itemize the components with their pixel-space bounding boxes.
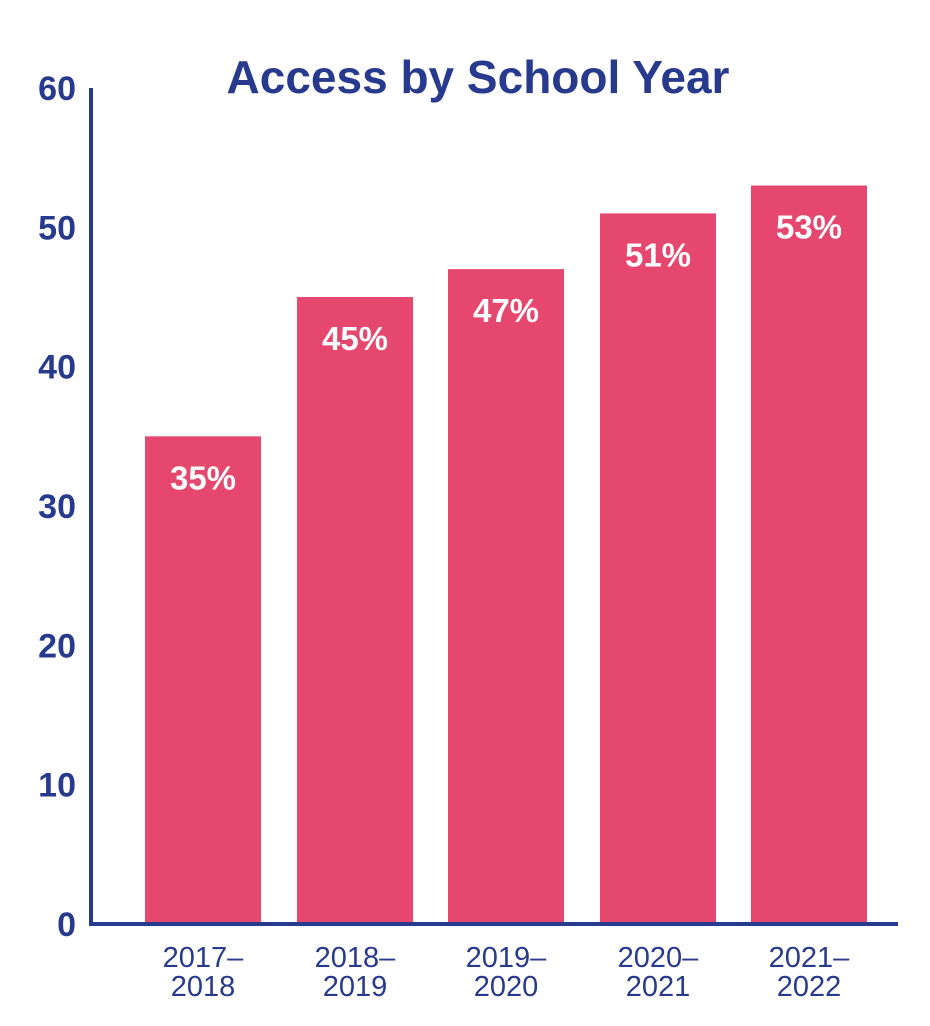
y-tick-label: 0 [57,906,76,944]
x-tick-label-line: 2018 [171,971,236,1003]
bar [600,213,716,924]
x-tick-label-line: 2020 [474,971,539,1003]
x-axis-tick-labels: 2017–20182018–20192019–20202020–20212021… [163,942,851,1003]
bar [448,269,564,925]
x-tick-label-line: 2020– [618,942,700,974]
x-tick-label-line: 2019 [323,971,388,1003]
x-tick-label: 2020–2021 [618,942,700,1003]
x-tick-label: 2019–2020 [466,942,548,1003]
y-tick-label: 10 [38,767,76,805]
bar-value-label: 47% [473,292,539,329]
x-tick-label-line: 2021– [769,942,851,974]
y-tick-label: 50 [38,209,76,247]
chart-title: Access by School Year [227,51,730,103]
bar [297,297,413,924]
bar-value-label: 51% [625,236,691,273]
bar [145,436,261,924]
x-tick-label-line: 2022 [777,971,842,1003]
x-tick-label-line: 2017– [163,942,245,974]
x-tick-label-line: 2019– [466,942,548,974]
x-tick-label: 2018–2019 [315,942,397,1003]
y-tick-label: 40 [38,349,76,387]
bar-value-labels: 35% 45% 47% 51% 53% [170,209,842,497]
y-tick-label: 30 [38,488,76,526]
bars [145,185,867,925]
y-tick-label: 20 [38,627,76,665]
x-tick-label-line: 2021 [626,971,691,1003]
x-tick-label: 2021–2022 [769,942,851,1003]
x-tick-label-line: 2018– [315,942,397,974]
bar-value-label: 53% [776,209,842,246]
y-axis-tick-labels: 0 10 20 30 40 50 60 [38,70,76,944]
y-tick-label: 60 [38,70,76,108]
bar-value-label: 45% [322,320,388,357]
x-tick-label: 2017–2018 [163,942,245,1003]
bar [751,185,867,925]
bar-value-label: 35% [170,459,236,496]
